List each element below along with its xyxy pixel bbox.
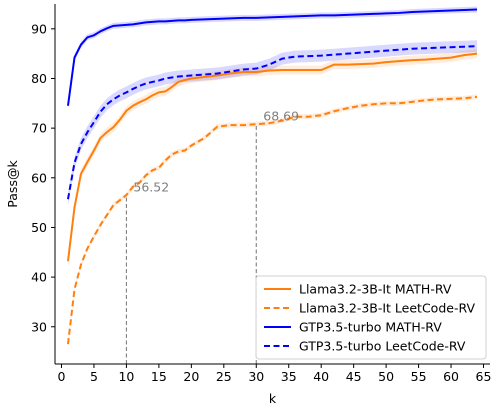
x-tick-label-65: 65 [476,369,492,384]
band-llama3-2-3b-it-leetcode-rv [67,94,478,347]
annotation-labels: 56.52 68.69 [133,109,299,195]
legend-label-gtp3-5-turbo-math-rv: GTP3.5-turbo MATH-RV [299,320,442,335]
annotation-label-68-69: 68.69 [263,109,299,124]
axes: 0 5 10 15 20 25 30 35 40 45 50 55 60 65 30 40 50 60 70 80 90… [5,4,491,406]
x-tick-label-55: 55 [411,369,427,384]
x-tick-label-0: 0 [58,369,66,384]
band-gtp3-5-turbo-leetcode-rv [67,40,478,206]
line-llama3-2-3b-it-leetcode-rv [66,95,478,345]
confidence-bands [67,6,478,347]
y-tick-label-90: 90 [31,21,47,36]
series-lines [66,8,478,345]
x-tick-label-5: 5 [90,369,98,384]
x-tick-label-35: 35 [281,369,297,384]
legend-box [255,275,487,360]
band-llama3-2-3b-it-math-rv [67,49,478,266]
x-axis-label: k [269,391,277,406]
y-tick-label-40: 40 [31,270,47,285]
line-llama3-2-3b-it-math-rv [66,52,478,262]
x-tick-label-50: 50 [378,369,394,384]
x-tick-label-60: 60 [443,369,459,384]
y-tick-label-80: 80 [31,71,47,86]
x-tick-label-30: 30 [248,369,264,384]
y-tick-label-50: 50 [31,220,47,235]
y-axis-label: Pass@k [5,160,20,208]
legend-label-gtp3-5-turbo-leetcode-rv: GTP3.5-turbo LeetCode-RV [299,339,466,354]
y-tick-label-60: 60 [31,170,47,185]
legend: Llama3.2-3B-It MATH-RV Llama3.2-3B-It Lee… [255,275,487,360]
line-gtp3-5-turbo-math-rv [66,8,478,106]
y-tick-label-70: 70 [31,121,47,136]
x-tick-label-20: 20 [183,369,199,384]
legend-label-llama3-2-3b-it-leetcode-rv: Llama3.2-3B-It LeetCode-RV [299,301,475,316]
x-tick-label-25: 25 [216,369,232,384]
y-tick-label-30: 30 [31,319,47,334]
x-tick-label-40: 40 [313,369,329,384]
annotation-lines [125,124,257,364]
x-tick-label-45: 45 [346,369,362,384]
legend-label-llama3-2-3b-it-math-rv: Llama3.2-3B-It MATH-RV [299,282,452,297]
x-tick-label-10: 10 [118,369,134,384]
annotation-label-56-52: 56.52 [133,180,169,195]
x-tick-label-15: 15 [151,369,167,384]
line-gtp3-5-turbo-leetcode-rv [67,45,478,200]
